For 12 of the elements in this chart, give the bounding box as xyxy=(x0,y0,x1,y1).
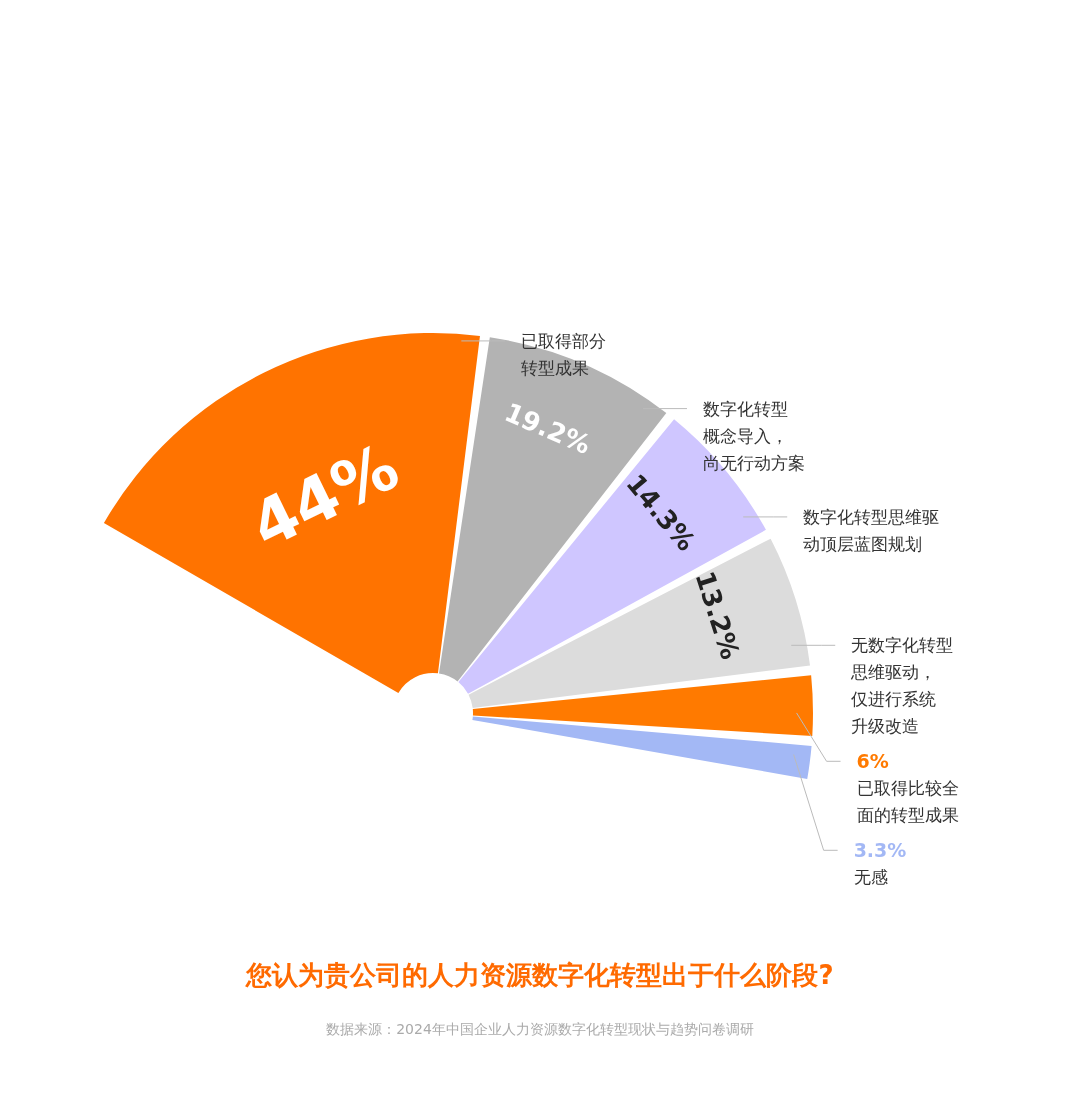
slice-label: 已取得比较全面的转型成果 xyxy=(856,778,959,826)
slice-label: 已取得部分转型成果 xyxy=(521,330,607,378)
text: 您认为贵公司的人力资源数字化转型出于什么阶段? xyxy=(244,959,835,992)
slice-label: 数字化转型概念导入，尚无行动方案 xyxy=(703,398,805,473)
slice-label: 无感 xyxy=(853,867,888,888)
slice-label: 无数字化转型思维驱动，仅进行系统升级改造 xyxy=(850,635,954,737)
slice-label: 数字化转型思维驱动顶层蓝图规划 xyxy=(803,506,940,554)
data-label: 13.2% xyxy=(689,567,746,663)
source-note: 数据来源：2024年中国企业人力资源数字化转型现状与趋势问卷调研 xyxy=(325,1021,755,1039)
data-label: 3.3% xyxy=(853,839,907,862)
data-label: 6% xyxy=(856,750,889,773)
data-label: 44% xyxy=(239,429,410,564)
